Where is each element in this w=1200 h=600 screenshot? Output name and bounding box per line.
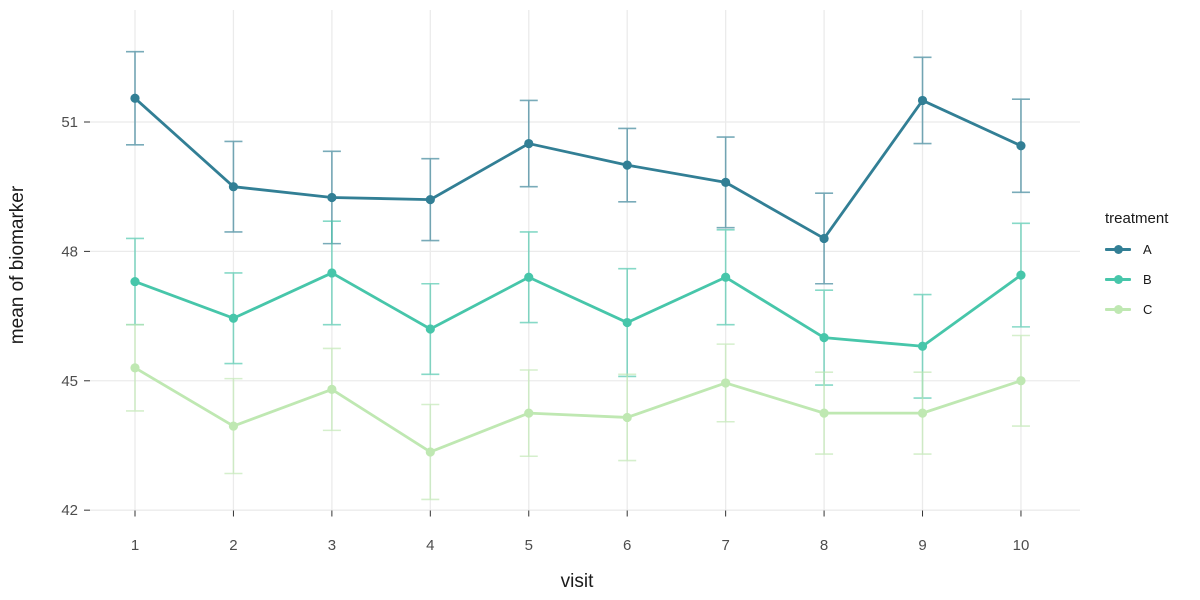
- y-tick-label: 42: [61, 502, 78, 519]
- x-tick-label: 9: [918, 537, 926, 554]
- y-tick-label: 48: [61, 243, 78, 260]
- x-tick-label: 5: [525, 537, 533, 554]
- data-point-a-visit-2: [228, 182, 239, 192]
- legend-key-c-icon: [1105, 302, 1131, 316]
- data-point-b-visit-10: [1016, 270, 1026, 280]
- x-axis-title: visit: [561, 571, 594, 592]
- data-point-a-visit-4: [425, 195, 435, 205]
- data-point-b-visit-5: [524, 272, 534, 282]
- data-point-c-visit-3: [327, 384, 337, 395]
- data-point-c-visit-6: [622, 412, 632, 423]
- data-point-a-visit-7: [721, 177, 731, 187]
- data-point-c-visit-2: [228, 421, 239, 431]
- data-point-a-visit-9: [917, 95, 928, 106]
- legend-title: treatment: [1105, 210, 1169, 227]
- data-point-a-visit-10: [1016, 141, 1026, 151]
- y-axis-title: mean of biomarker: [7, 185, 28, 344]
- data-point-c-visit-4: [425, 447, 435, 457]
- data-point-a-visit-6: [622, 160, 632, 170]
- series-line-a: [133, 96, 1023, 240]
- series-line-c: [133, 366, 1023, 454]
- legend-label-b: B: [1143, 271, 1152, 287]
- data-point-a-visit-5: [524, 138, 534, 149]
- legend-item-c: C: [1105, 294, 1168, 324]
- data-point-a-visit-1: [130, 93, 140, 103]
- series-line-b: [133, 271, 1023, 348]
- legend-label-c: C: [1143, 301, 1153, 317]
- data-point-c-visit-1: [130, 363, 140, 373]
- x-tick-label: 6: [623, 537, 631, 554]
- data-point-b-visit-9: [917, 341, 928, 351]
- legend: treatment A B C: [1105, 210, 1168, 324]
- data-point-b-visit-1: [130, 276, 140, 287]
- data-point-b-visit-4: [425, 324, 435, 334]
- legend-key-a-icon: [1105, 242, 1131, 256]
- data-point-b-visit-3: [327, 268, 337, 278]
- x-tick-label: 10: [1013, 537, 1030, 554]
- y-tick-label: 51: [61, 114, 78, 131]
- legend-key-b-icon: [1105, 272, 1131, 286]
- data-point-b-visit-8: [819, 333, 829, 343]
- data-point-b-visit-2: [228, 313, 239, 323]
- x-tick-label: 8: [820, 537, 828, 554]
- data-point-a-visit-3: [327, 192, 337, 203]
- x-tick-label: 4: [426, 537, 434, 554]
- y-tick-label: 45: [61, 373, 78, 390]
- x-tick-label: 7: [721, 537, 729, 554]
- data-point-c-visit-7: [721, 378, 731, 388]
- data-point-c-visit-10: [1016, 376, 1026, 386]
- x-tick-label: 3: [328, 537, 336, 554]
- data-point-b-visit-6: [622, 317, 632, 328]
- data-point-c-visit-5: [524, 408, 534, 418]
- x-tick-label: 1: [131, 537, 139, 554]
- data-point-b-visit-7: [721, 272, 731, 282]
- legend-label-a: A: [1143, 241, 1152, 257]
- data-point-c-visit-8: [819, 408, 829, 418]
- x-tick-label: 2: [229, 537, 237, 554]
- legend-item-a: A: [1105, 234, 1168, 264]
- data-point-c-visit-9: [917, 408, 928, 418]
- legend-item-b: B: [1105, 264, 1168, 294]
- data-point-a-visit-8: [819, 233, 829, 244]
